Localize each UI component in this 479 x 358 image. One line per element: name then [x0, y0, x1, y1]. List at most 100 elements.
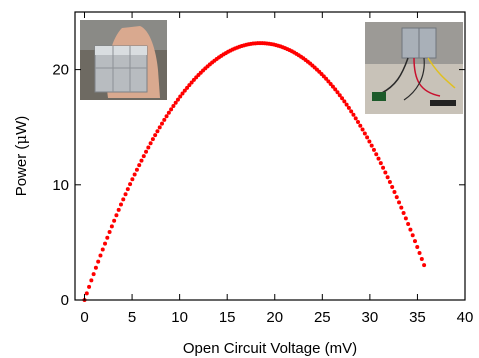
- data-point: [401, 210, 406, 215]
- data-point: [137, 163, 142, 168]
- data-point: [417, 250, 422, 255]
- data-point: [419, 257, 424, 262]
- data-point: [182, 88, 187, 93]
- data-point: [130, 177, 135, 182]
- data-point: [125, 187, 130, 192]
- data-point: [371, 147, 376, 152]
- data-point: [178, 94, 183, 99]
- data-point: [360, 127, 365, 132]
- data-point: [148, 141, 153, 146]
- data-point: [166, 110, 171, 115]
- data-point: [153, 133, 158, 138]
- data-point: [114, 213, 119, 218]
- data-point: [157, 125, 162, 130]
- data-point: [139, 158, 144, 163]
- data-point: [344, 102, 349, 107]
- data-point: [353, 116, 358, 121]
- data-point: [330, 84, 335, 89]
- data-point: [189, 80, 194, 85]
- data-point: [383, 170, 388, 175]
- y-axis-label: Power (μW): [12, 116, 30, 197]
- data-point: [116, 207, 121, 212]
- data-point: [406, 221, 411, 226]
- data-point: [351, 112, 356, 117]
- curve-layer: [82, 41, 427, 302]
- data-point: [134, 167, 139, 172]
- data-point: [410, 233, 415, 238]
- data-point: [100, 247, 105, 252]
- data-point: [337, 93, 342, 98]
- x-tick-label: 15: [219, 309, 236, 326]
- x-tick-label: 0: [80, 309, 88, 326]
- data-point: [187, 83, 192, 88]
- x-tick-label: 35: [409, 309, 426, 326]
- data-point: [185, 85, 190, 90]
- data-point: [378, 161, 383, 166]
- data-point: [390, 185, 395, 189]
- data-point: [408, 227, 413, 232]
- data-point: [89, 278, 94, 283]
- data-point: [335, 90, 340, 95]
- data-point: [109, 224, 114, 229]
- data-point: [132, 172, 137, 177]
- x-tick-label: 25: [314, 309, 331, 326]
- data-point: [340, 96, 345, 101]
- data-point: [385, 175, 390, 180]
- data-point: [349, 109, 354, 114]
- data-point: [369, 143, 374, 148]
- data-point: [346, 105, 351, 110]
- data-point: [326, 79, 331, 84]
- data-point: [84, 291, 89, 296]
- data-point: [112, 218, 117, 223]
- data-point: [164, 114, 169, 119]
- data-point: [365, 135, 370, 140]
- data-point: [160, 121, 164, 126]
- x-tick-label: 30: [362, 309, 379, 326]
- data-point: [381, 165, 386, 170]
- data-point: [107, 230, 112, 235]
- x-tick-label: 5: [128, 309, 136, 326]
- data-point: [171, 104, 176, 109]
- data-point: [358, 123, 363, 128]
- x-tick-label: 20: [266, 309, 283, 326]
- data-point: [356, 119, 360, 124]
- data-point: [387, 180, 392, 185]
- insets-layer: [80, 20, 463, 114]
- data-point: [422, 263, 427, 268]
- data-point: [333, 87, 338, 92]
- data-point: [169, 107, 174, 112]
- data-point: [98, 253, 103, 258]
- axes-layer: [74, 11, 466, 301]
- y-axis-label-start: Power (: [13, 145, 30, 197]
- inset-photo-right: [365, 22, 463, 114]
- data-point: [374, 152, 379, 157]
- data-point: [128, 182, 133, 187]
- data-point: [415, 244, 420, 249]
- y-tick-label: 0: [61, 292, 69, 309]
- data-point: [394, 195, 399, 200]
- plot-frame: [74, 11, 466, 301]
- data-point: [367, 139, 372, 144]
- y-tick-label: 20: [52, 62, 69, 79]
- data-point: [376, 156, 381, 161]
- data-point: [362, 131, 367, 136]
- x-tick-label: 40: [457, 309, 474, 326]
- data-point: [173, 100, 178, 105]
- data-point: [392, 190, 397, 195]
- y-axis-label-end: W): [13, 116, 30, 135]
- data-point: [144, 149, 149, 154]
- data-point: [141, 154, 146, 159]
- data-point: [399, 205, 404, 210]
- data-point: [121, 197, 126, 202]
- data-point: [87, 284, 92, 289]
- data-point: [103, 241, 108, 246]
- data-point: [180, 91, 185, 96]
- data-point: [91, 272, 96, 277]
- x-axis-label: Open Circuit Voltage (mV): [183, 340, 357, 357]
- data-point: [397, 200, 402, 205]
- data-point: [96, 259, 101, 264]
- inset-photo-left: [80, 20, 167, 100]
- y-axis-label-mu: μ: [12, 135, 30, 145]
- y-tick-label: 10: [52, 177, 69, 194]
